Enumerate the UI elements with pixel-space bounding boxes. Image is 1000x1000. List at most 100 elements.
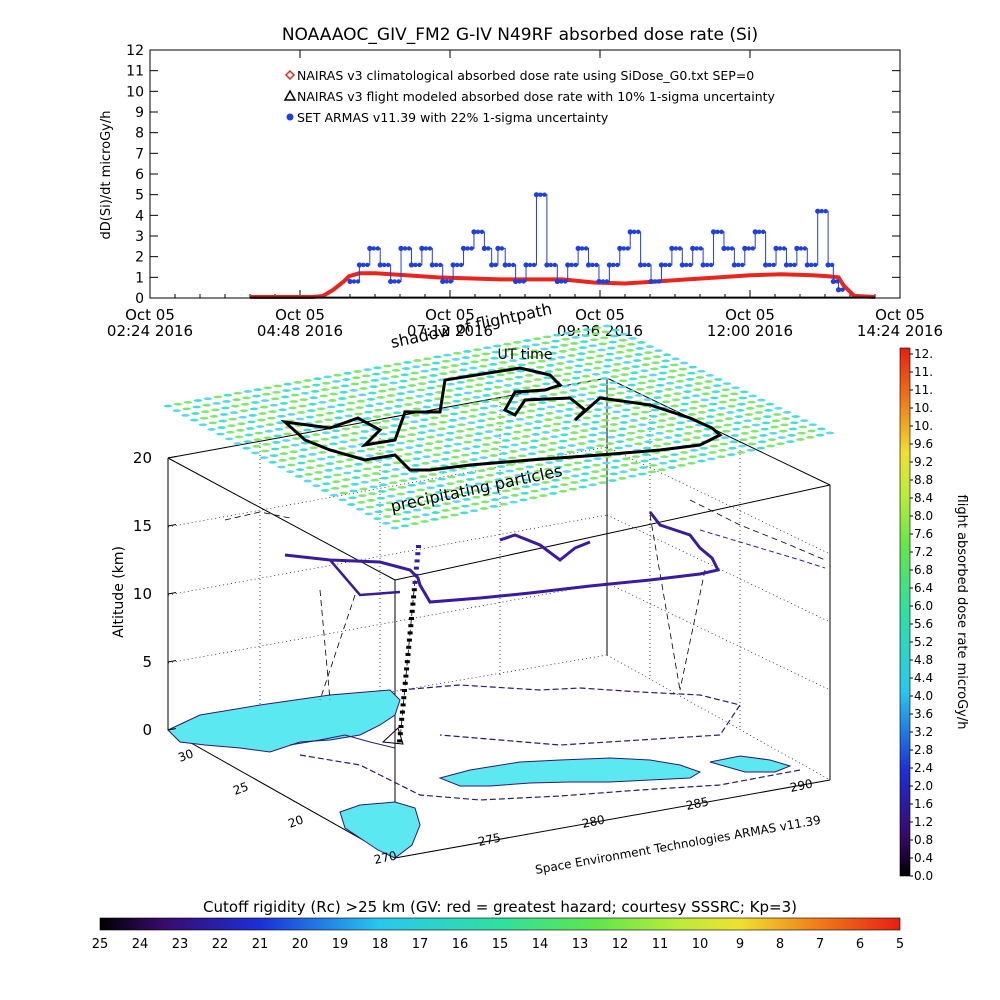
particle-dash [504,426,513,430]
particle-dash [711,390,721,394]
particle-dash [433,497,443,501]
armas-point [502,262,508,268]
particle-dash [499,402,509,406]
particle-dash [641,363,650,367]
particle-dash [483,346,492,350]
particle-dash [453,351,462,355]
particle-dash [592,326,602,330]
dose-colorbar-tick-label: 1.2 [914,815,933,829]
particle-dash [457,473,466,477]
particle-dash [589,476,599,480]
armas-point [450,262,456,268]
armas-point [677,246,683,251]
rigidity-colorbar-tick-label: 11 [652,937,669,952]
particle-dash [511,347,521,350]
particle-dash [299,448,308,452]
particle-dash [396,492,406,496]
particle-dash [542,382,551,386]
particle-dash [560,343,569,347]
armas-point [823,209,828,214]
particle-dash [236,428,245,432]
particle-dash [415,495,424,498]
particle-dash [321,431,331,435]
particle-dash [806,435,815,439]
particle-dash [628,425,637,429]
armas-point [757,229,762,235]
armas-point [771,262,776,268]
x-tick-label-line1: Oct 05 [575,306,625,324]
particle-dash [708,402,718,406]
particle-dash [497,415,506,419]
particle-dash [346,401,356,405]
particle-dash [328,399,337,402]
particle-dash [548,351,558,355]
particle-dash [307,459,316,463]
armas-point [830,278,836,285]
particle-dash [394,506,403,509]
particle-dash [628,474,637,478]
particle-dash [478,413,487,416]
particle-dash [597,389,607,393]
particle-dash [726,453,736,456]
particle-dash [372,372,381,376]
particle-dash [324,418,333,422]
particle-dash [333,473,342,477]
particle-dash [355,507,365,511]
particle-dash [750,429,759,433]
armas-point [750,246,755,251]
particle-dash [583,459,592,463]
particle-dash [648,373,658,377]
particle-dash [508,359,518,363]
armas-point [740,262,745,268]
particle-dash [254,431,264,435]
dose-colorbar-tick-label: 10. [914,419,933,433]
particle-dash [439,372,448,376]
particle-dash [461,404,470,408]
particle-dash [360,430,369,433]
y-tick-label: 3 [135,229,144,245]
particle-dash [513,340,522,344]
particle-dash [543,376,552,380]
particle-dash [331,429,341,433]
particle-dash [591,420,600,424]
particle-dash [395,448,404,452]
y-tick-label: 12 [126,43,144,59]
particle-dash [459,460,469,464]
climb-point [406,645,412,649]
armas-point [767,262,772,268]
armas-point [590,262,595,268]
particle-dash [559,391,568,394]
particle-dash [454,436,464,440]
particle-dash [326,405,336,409]
particle-dash [183,400,193,404]
legend-marker-dot [286,113,294,121]
x-tick-label-line1: Oct 05 [125,306,175,324]
particle-dash [428,473,438,476]
particle-dash [443,395,453,399]
particle-dash [456,429,465,433]
particle-dash [509,450,518,453]
particle-dash [569,481,579,484]
particle-dash [689,448,699,452]
particle-dash [299,398,309,402]
aircraft-marker [381,727,404,745]
particle-dash [308,453,317,456]
particle-dash [617,344,626,348]
particle-dash [389,481,398,485]
particle-dash [652,355,662,359]
particle-dash [717,455,726,459]
particle-dash [609,423,619,426]
particle-dash [588,483,597,487]
particle-dash [323,475,332,479]
particle-dash [791,415,800,418]
particle-dash [765,402,775,406]
climb-point [412,581,418,584]
particle-dash [429,374,438,377]
armas-point [423,246,429,251]
dose-colorbar-tick-label: 12. [914,347,933,361]
particle-dash [338,397,347,400]
particle-dash [450,364,459,367]
particle-dash [717,406,726,410]
particle-dash [644,392,654,395]
particle-dash [627,342,636,346]
